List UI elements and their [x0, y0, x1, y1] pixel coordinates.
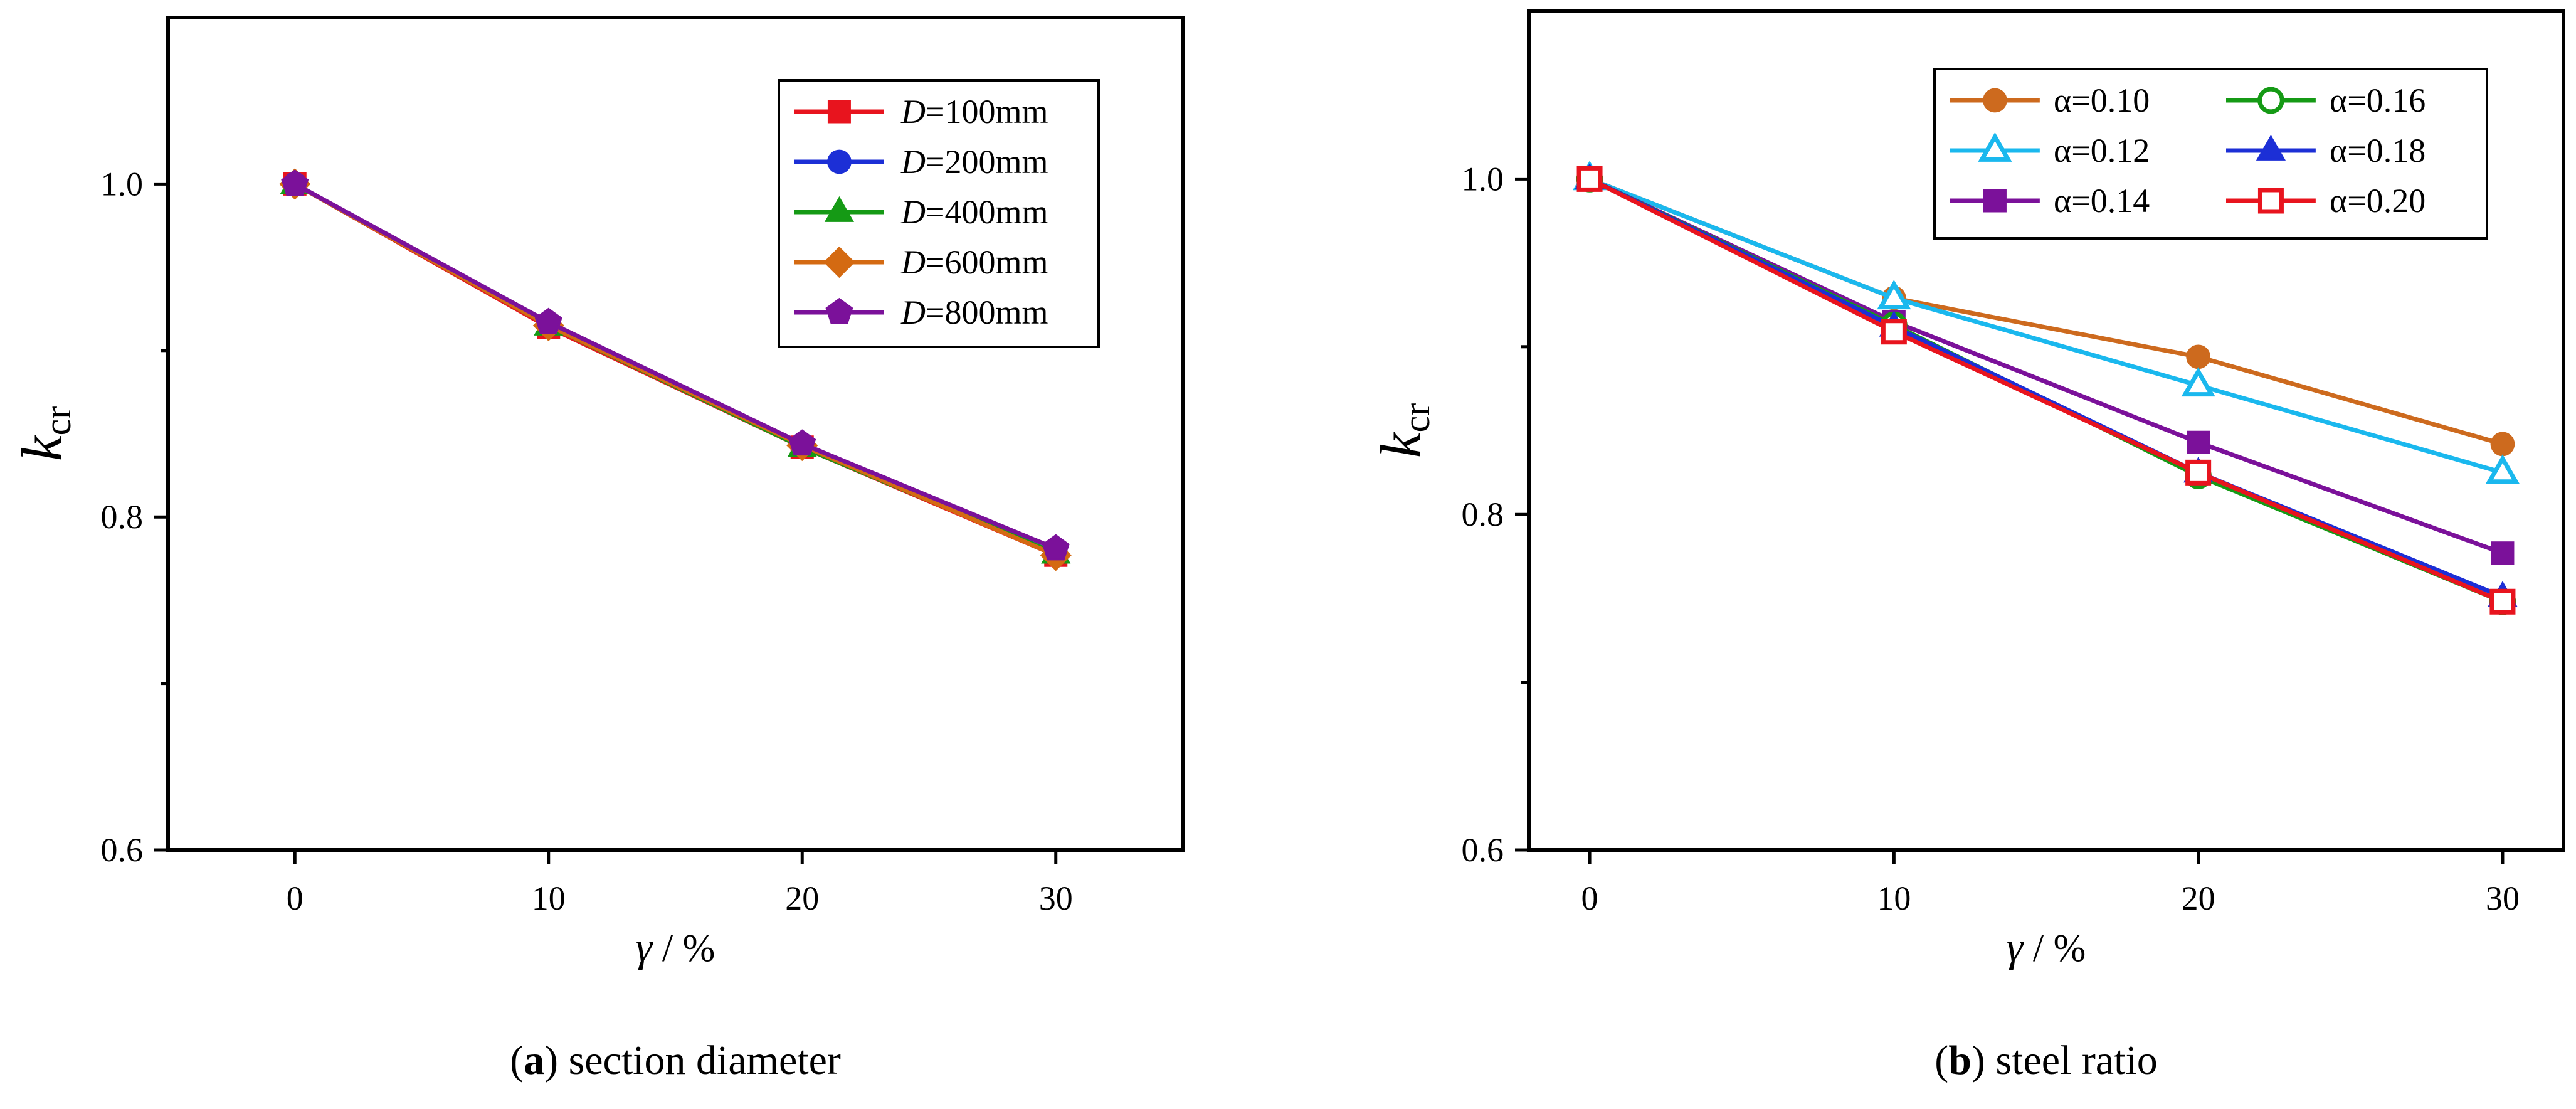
series-line: [1588, 177, 2504, 604]
legend-label: α=0.12: [2054, 132, 2150, 169]
legend-item: α=0.14: [1950, 182, 2150, 220]
series-4: [281, 169, 1070, 561]
data-point: [2181, 367, 2215, 397]
data-point: [1881, 319, 1907, 345]
data-point: [281, 169, 309, 196]
legend-item: α=0.20: [2226, 182, 2426, 220]
legend-item: α=0.16: [2226, 82, 2426, 119]
y-tick-label: 0.8: [1462, 496, 1504, 533]
panel-caption: (b) steel ratio: [1935, 1037, 2158, 1083]
legend-label: D=200mm: [900, 143, 1048, 181]
series-line: [1588, 177, 2504, 604]
panel-caption: (a) section diameter: [510, 1037, 841, 1083]
legend-marker: [825, 297, 853, 324]
legend-marker: [827, 100, 851, 124]
data-point: [2185, 459, 2212, 486]
legend-marker: [823, 246, 855, 279]
series-line: [1588, 177, 2503, 475]
data-point: [1042, 534, 1070, 561]
series-line: [293, 182, 1057, 551]
plot-frame: [1527, 9, 2565, 852]
legend-item: α=0.12: [1950, 132, 2150, 169]
x-tick-label: 30: [1039, 879, 1073, 917]
y-tick-label: 1.0: [101, 165, 144, 203]
legend-label: α=0.14: [2054, 182, 2150, 220]
x-tick-label: 20: [785, 879, 819, 917]
data-point: [2491, 541, 2515, 565]
legend-item: D=400mm: [794, 193, 1048, 231]
data-point: [1877, 280, 1911, 310]
legend-item: D=100mm: [794, 93, 1048, 130]
series-5: [1576, 166, 2516, 615]
y-tick-label: 0.6: [1462, 831, 1504, 869]
data-point: [2490, 432, 2515, 457]
legend-marker: [2256, 134, 2286, 161]
legend-label: D=800mm: [900, 294, 1048, 331]
data-point: [788, 429, 816, 456]
y-axis-label: kcr: [10, 406, 78, 461]
x-tick-label: 30: [2486, 879, 2520, 917]
legend-label: D=600mm: [900, 243, 1048, 281]
data-point: [2186, 344, 2210, 369]
x-tick-label: 10: [1877, 879, 1911, 917]
legend-item: D=600mm: [794, 243, 1048, 281]
data-point: [534, 307, 562, 334]
plot-frame: [166, 16, 1185, 852]
data-point: [2485, 454, 2520, 484]
data-point: [2187, 430, 2210, 454]
legend-label: α=0.10: [2054, 82, 2150, 119]
legend-marker: [2257, 87, 2284, 114]
legend: D=100mm D=200mm D=400mm D=600mm D=800mm: [778, 79, 1100, 348]
data-point: [1576, 166, 1603, 192]
legend-marker: [824, 196, 855, 222]
legend-label: α=0.18: [2330, 132, 2426, 169]
legend-marker: [1978, 132, 2012, 162]
legend-item: α=0.18: [2226, 132, 2426, 169]
y-tick-label: 0.8: [101, 498, 144, 536]
x-axis-label: γ / %: [2007, 923, 2086, 970]
legend-marker: [1983, 189, 2007, 213]
legend-label: α=0.16: [2330, 82, 2426, 119]
legend-marker: [2257, 188, 2284, 214]
legend-marker: [1983, 88, 2007, 113]
legend-item: D=200mm: [794, 143, 1048, 181]
x-axis-label: γ / %: [636, 923, 715, 970]
legend-label: D=100mm: [900, 93, 1048, 130]
x-tick-label: 0: [1581, 879, 1598, 917]
y-tick-label: 0.6: [101, 831, 144, 869]
x-tick-label: 0: [287, 879, 304, 917]
legend: α=0.10 α=0.12 α=0.14 α=0.16 α=0.18 α=0.20: [1933, 68, 2488, 240]
legend-box: [1933, 68, 2488, 240]
legend-marker: [827, 149, 852, 174]
data-point: [2489, 588, 2516, 615]
legend-label: α=0.20: [2330, 182, 2426, 220]
series-line: [1588, 177, 2504, 599]
x-tick-label: 10: [532, 879, 566, 917]
y-tick-label: 1.0: [1462, 160, 1504, 198]
legend-item: D=800mm: [794, 294, 1048, 331]
x-tick-label: 20: [2182, 879, 2215, 917]
y-axis-label: kcr: [1369, 403, 1437, 458]
legend-item: α=0.10: [1950, 82, 2150, 119]
legend-label: D=400mm: [900, 193, 1048, 231]
